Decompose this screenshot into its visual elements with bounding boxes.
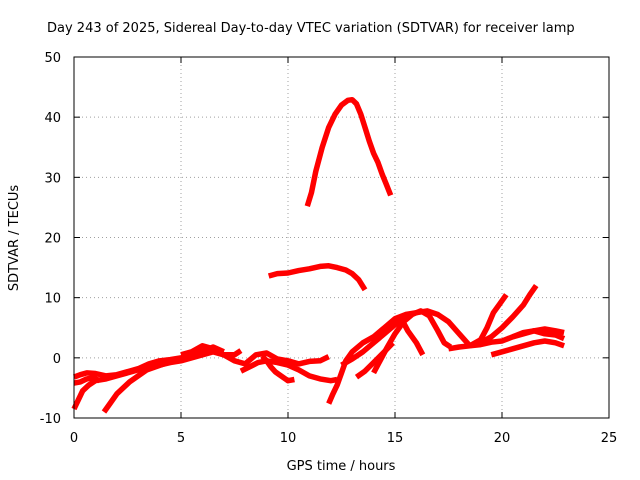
x-tick-label: 20 [494,431,511,446]
series-line-arc-evening-e [511,326,565,340]
series-line-arc-evening-a [448,328,566,352]
series-line-arc-low-c [73,374,101,386]
y-tick-label: 20 [44,232,61,247]
y-tick-label: 0 [53,352,61,367]
series-line-arc-rise-b [340,315,426,368]
x-tick-label: 0 [70,431,78,446]
series-line-arc-rise-d [354,340,395,380]
series-line-arc-mid-plateau [267,263,368,292]
y-tick-label: 50 [44,51,61,66]
y-tick-label: 30 [44,171,61,186]
x-tick-label: 15 [387,431,404,446]
series-line-arc-evening-d [490,338,566,358]
series-line-arc-evening-c [479,284,539,346]
axis-ticks [73,56,610,419]
data-series-group [71,96,566,414]
series-line-arc-low-g [260,354,295,384]
series-line-arc-high-peak [304,96,394,208]
y-tick-label: 40 [44,111,61,126]
series-line-arc-rise-c [371,308,453,375]
x-tick-label: 25 [601,431,618,446]
series-line-arc-evening-b [468,293,509,349]
x-tick-label: 10 [280,431,297,446]
series-line-arc-low-e [180,343,330,367]
x-axis-label: GPS time / hours [287,459,396,474]
chart-title: Day 243 of 2025, Sidereal Day-to-day VTE… [47,21,575,36]
series-line-arc-rise-a [326,308,472,405]
y-axis-label: SDTVAR / TECUs [7,185,22,292]
x-tick-label: 5 [177,431,185,446]
y-tick-label: 10 [44,292,61,307]
x-tick-labels: 0 5 10 15 20 25 [70,431,617,446]
y-tick-label: -10 [40,412,61,427]
series-line-arc-low-d [101,361,165,414]
chart-title-text: Day 243 of 2025, Sidereal Day-to-day VTE… [47,21,575,36]
y-tick-labels: -10 0 10 20 30 40 50 [40,51,61,427]
series-line-arc-low-a [73,344,225,380]
series-line-arc-low-f [239,358,338,384]
